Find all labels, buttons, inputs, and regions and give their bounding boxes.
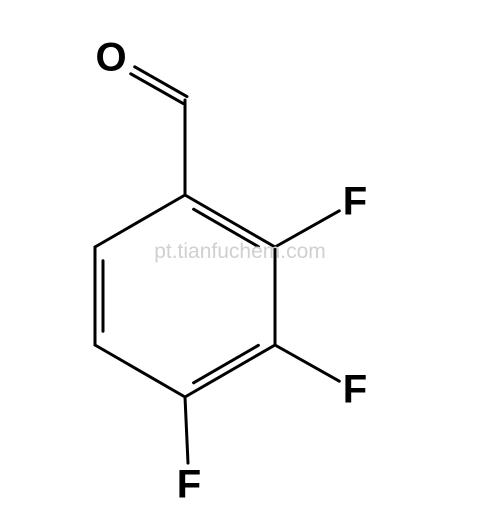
atom-f-label: F — [177, 463, 201, 508]
atom-f-label: F — [343, 180, 367, 225]
atom-f-label: F — [343, 368, 367, 413]
watermark-text: pt.tianfuchem.com — [154, 240, 326, 264]
molecule-canvas: OFFF pt.tianfuchem.com — [0, 0, 500, 500]
atom-o-label: O — [95, 36, 126, 81]
